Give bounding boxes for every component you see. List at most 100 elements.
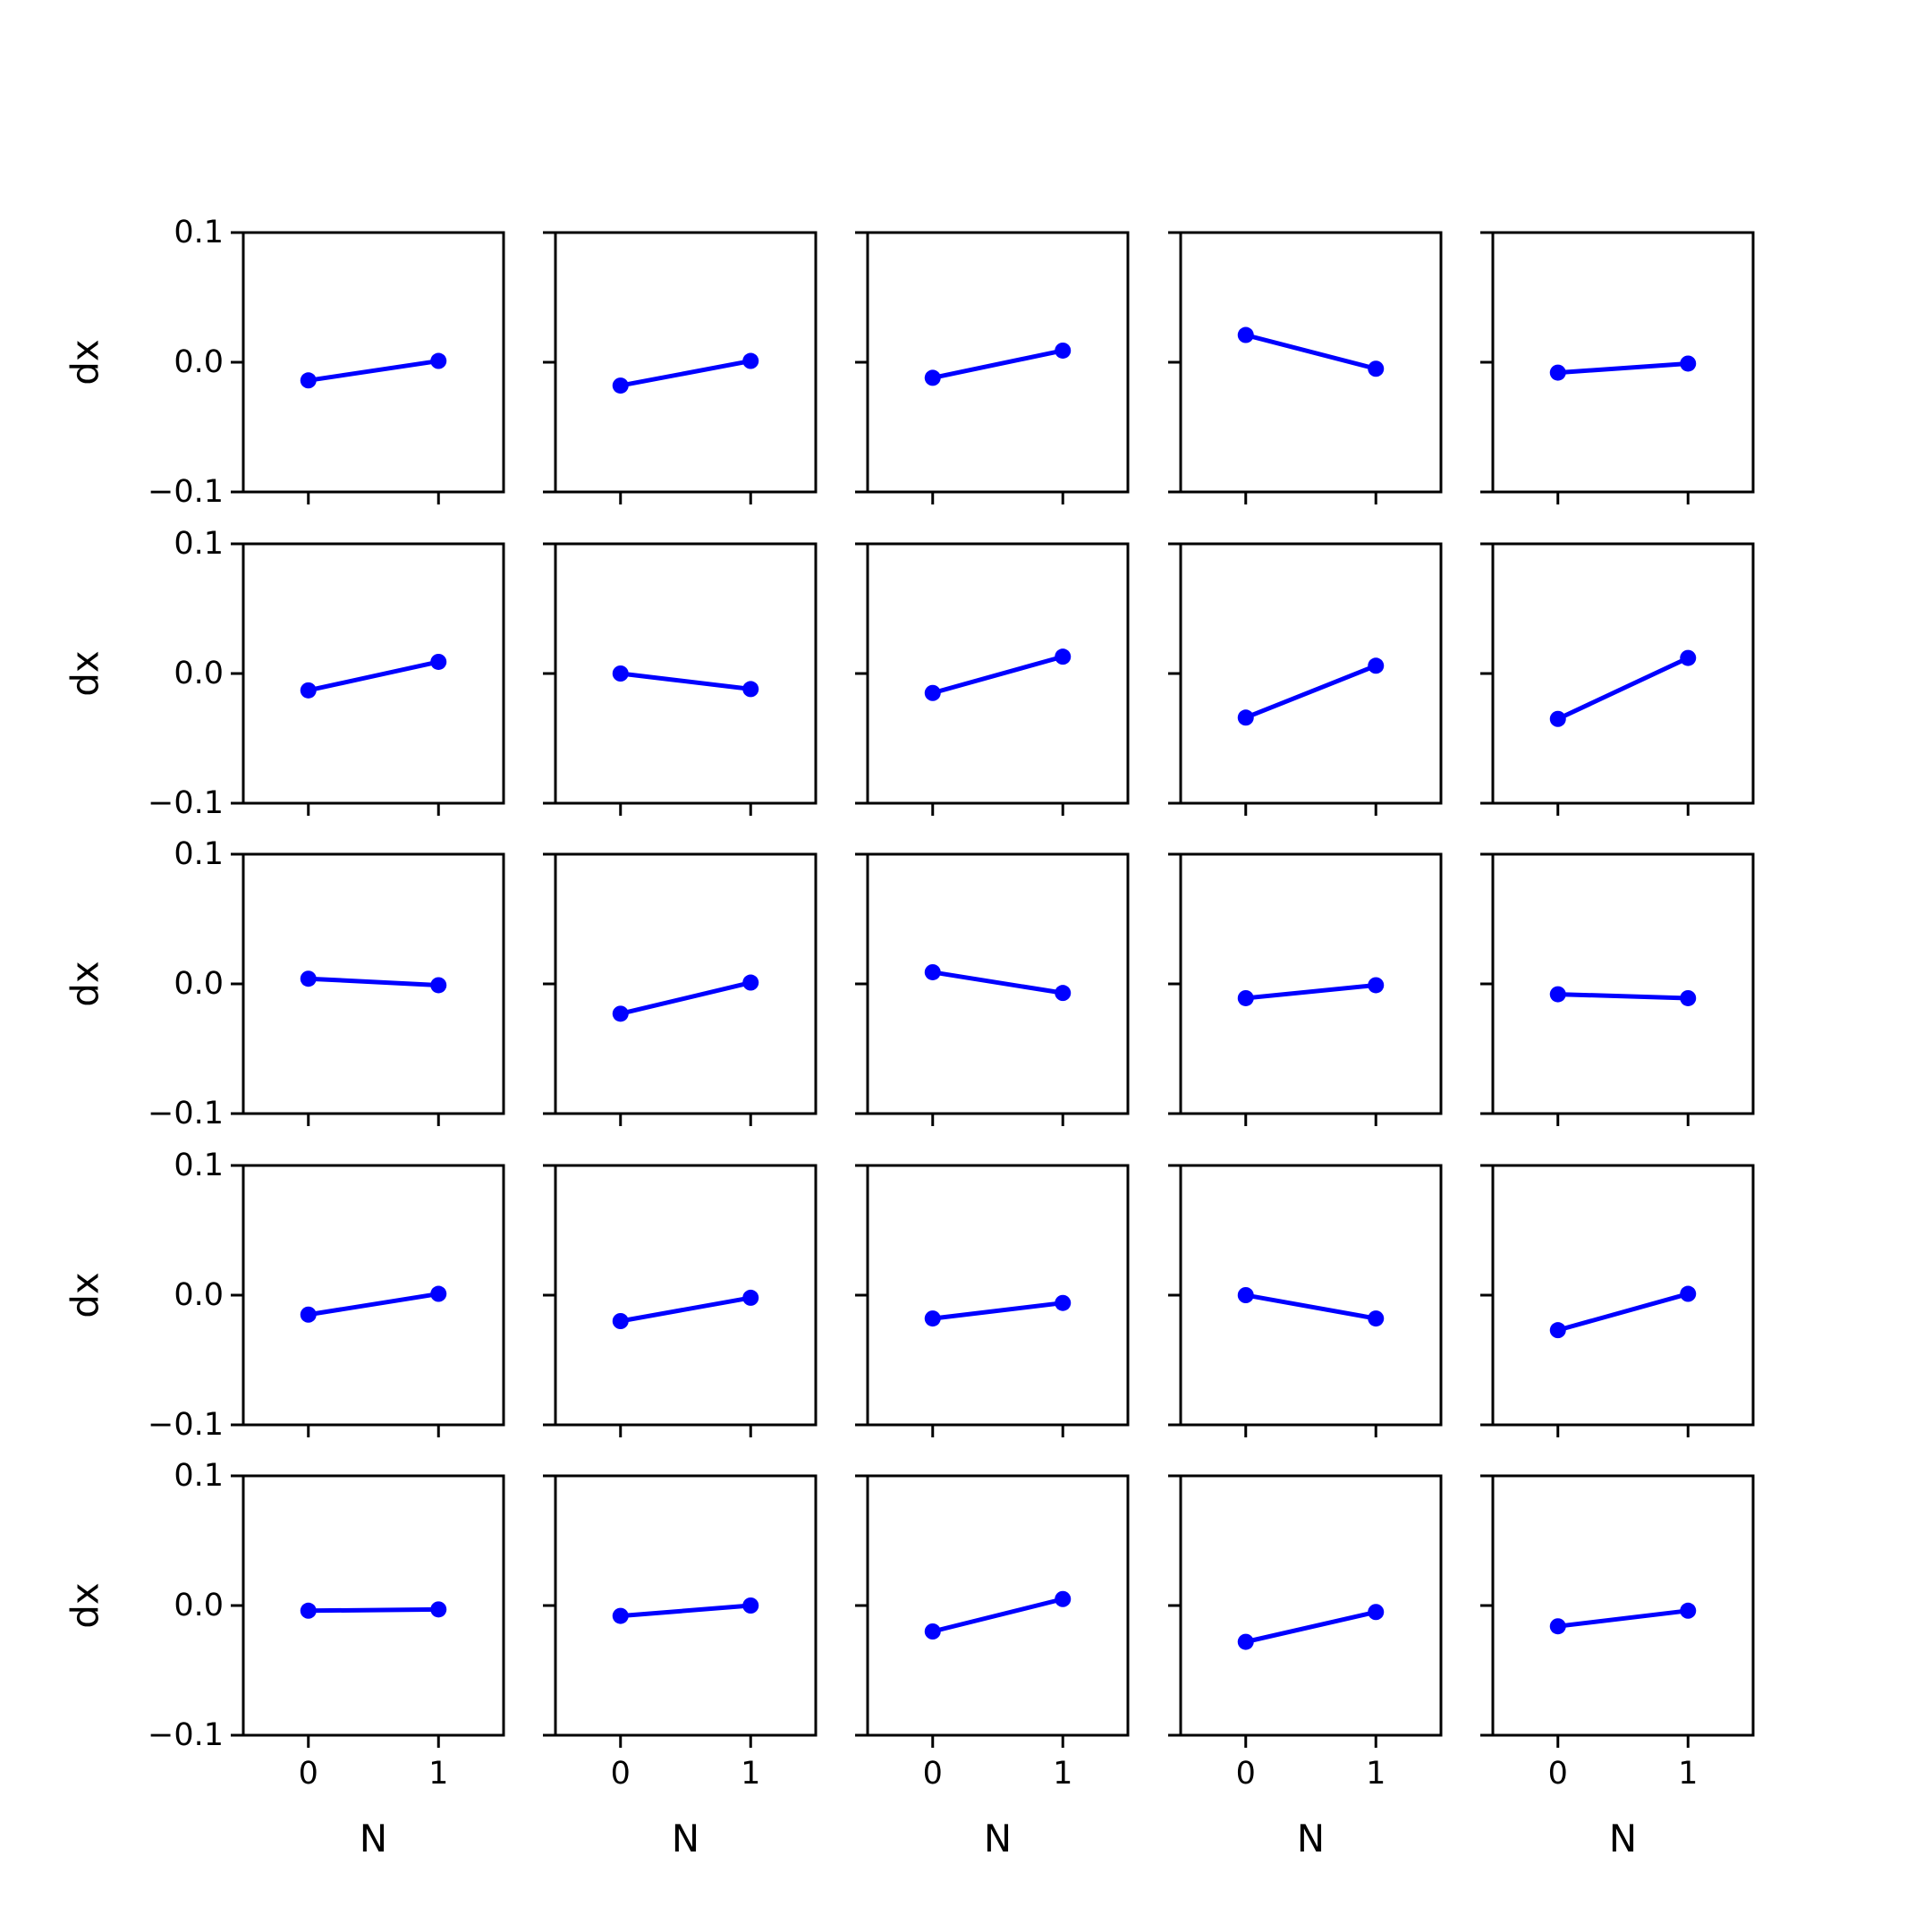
y-tick-label: 0.0 bbox=[174, 656, 224, 691]
data-point bbox=[1368, 1310, 1385, 1327]
data-point bbox=[1680, 355, 1697, 372]
series-line bbox=[1555, 360, 1690, 376]
y-tick-label: −0.1 bbox=[148, 474, 224, 510]
series-line bbox=[1555, 1608, 1690, 1629]
y-tick-label: −0.1 bbox=[148, 1096, 224, 1131]
x-tick-label: 1 bbox=[741, 1756, 760, 1792]
data-point bbox=[924, 1623, 941, 1640]
series-line bbox=[1555, 1292, 1690, 1333]
y-axis-label: dx bbox=[64, 1582, 107, 1629]
subplot-r1-c4 bbox=[1480, 542, 1755, 816]
series-line bbox=[1555, 656, 1690, 722]
subplot-r2-c1 bbox=[543, 852, 818, 1126]
subplot-r4-c0: −0.1 0.0 0.1 0 1 dx N bbox=[64, 1458, 505, 1860]
axes-frame bbox=[1491, 852, 1755, 1115]
axes-frame bbox=[554, 852, 818, 1115]
subplot-r2-c4 bbox=[1480, 852, 1755, 1126]
y-tick-label: 0.0 bbox=[174, 1588, 224, 1623]
subplot-r1-c3 bbox=[1168, 542, 1443, 816]
subplot-r1-c2 bbox=[855, 542, 1130, 816]
x-axis-label: N bbox=[984, 1817, 1012, 1860]
subplot-r3-c0: −0.1 0.0 0.1 dx bbox=[64, 1148, 505, 1443]
series-line bbox=[306, 1292, 441, 1318]
axes-frame bbox=[1491, 1164, 1755, 1427]
data-point bbox=[1680, 989, 1697, 1006]
x-tick-label: 0 bbox=[611, 1756, 631, 1792]
data-point bbox=[1368, 657, 1385, 674]
y-axis-label: dx bbox=[64, 339, 107, 386]
data-point bbox=[742, 1289, 759, 1306]
data-point bbox=[1237, 326, 1254, 343]
subplot-r4-c4: 0 1 N bbox=[1480, 1474, 1755, 1860]
axes-frame bbox=[1179, 852, 1443, 1115]
series-line bbox=[306, 976, 441, 987]
x-tick-label: 1 bbox=[1053, 1756, 1072, 1792]
series-line bbox=[618, 359, 753, 388]
data-point bbox=[924, 369, 941, 386]
axes-frame bbox=[866, 1164, 1130, 1427]
subplot-r4-c1: 0 1 N bbox=[543, 1474, 818, 1860]
subplot-r3-c2 bbox=[855, 1164, 1130, 1437]
axes-frame bbox=[866, 852, 1130, 1115]
data-point bbox=[300, 682, 317, 699]
series-line bbox=[930, 970, 1065, 996]
data-point bbox=[612, 1607, 629, 1624]
series-line bbox=[930, 1301, 1065, 1321]
y-tick-label: −0.1 bbox=[148, 1717, 224, 1753]
subplot-r0-c0: −0.1 0.0 0.1 dx bbox=[64, 215, 505, 510]
x-axis-label: N bbox=[1609, 1817, 1637, 1860]
x-tick-label: 0 bbox=[1236, 1756, 1256, 1792]
axes-frame bbox=[866, 542, 1130, 805]
subplot-r3-c4 bbox=[1480, 1164, 1755, 1437]
subplot-r3-c3 bbox=[1168, 1164, 1443, 1437]
data-point bbox=[300, 970, 317, 987]
data-point bbox=[430, 977, 447, 994]
series-line bbox=[930, 1597, 1065, 1634]
subplot-r3-c1 bbox=[543, 1164, 818, 1437]
data-point bbox=[1237, 709, 1254, 726]
series-line bbox=[1555, 992, 1690, 1001]
series-line bbox=[306, 1606, 441, 1614]
axes-frame bbox=[554, 1164, 818, 1427]
data-point bbox=[430, 352, 447, 369]
data-point bbox=[1549, 710, 1566, 727]
data-point bbox=[1368, 360, 1385, 377]
y-axis-label: dx bbox=[64, 1272, 107, 1318]
x-axis-label: N bbox=[1297, 1817, 1325, 1860]
data-point bbox=[1549, 1618, 1566, 1635]
series-line bbox=[1243, 663, 1378, 720]
data-point bbox=[300, 1602, 317, 1619]
data-point bbox=[300, 1306, 317, 1323]
series-line bbox=[618, 1295, 753, 1324]
axes-frame bbox=[554, 231, 818, 494]
axes-frame bbox=[554, 542, 818, 805]
y-tick-label: 0.1 bbox=[174, 836, 224, 872]
subplot-r2-c2 bbox=[855, 852, 1130, 1126]
data-point bbox=[1055, 985, 1072, 1002]
axes-frame bbox=[242, 852, 505, 1115]
axes-frame bbox=[554, 1474, 818, 1737]
y-tick-label: 0.1 bbox=[174, 215, 224, 250]
subplot-r2-c0: −0.1 0.0 0.1 dx bbox=[64, 836, 505, 1131]
data-point bbox=[1680, 649, 1697, 666]
data-point bbox=[1237, 989, 1254, 1006]
y-tick-label: 0.0 bbox=[174, 344, 224, 380]
data-point bbox=[1368, 1604, 1385, 1621]
data-point bbox=[1549, 364, 1566, 381]
data-point bbox=[742, 1597, 759, 1614]
y-axis-label: dx bbox=[64, 961, 107, 1007]
series-line bbox=[930, 654, 1065, 696]
subplot-r2-c3 bbox=[1168, 852, 1443, 1126]
series-line bbox=[1243, 333, 1378, 371]
axes-frame bbox=[1491, 231, 1755, 494]
series-line bbox=[618, 1603, 753, 1619]
data-point bbox=[1055, 1590, 1072, 1607]
axes-frame bbox=[1179, 231, 1443, 494]
subplot-r0-c1 bbox=[543, 231, 818, 504]
series-line bbox=[930, 348, 1065, 380]
data-point bbox=[430, 1285, 447, 1302]
axes-frame bbox=[866, 1474, 1130, 1737]
series-line bbox=[306, 659, 441, 693]
subplot-r0-c2 bbox=[855, 231, 1130, 504]
